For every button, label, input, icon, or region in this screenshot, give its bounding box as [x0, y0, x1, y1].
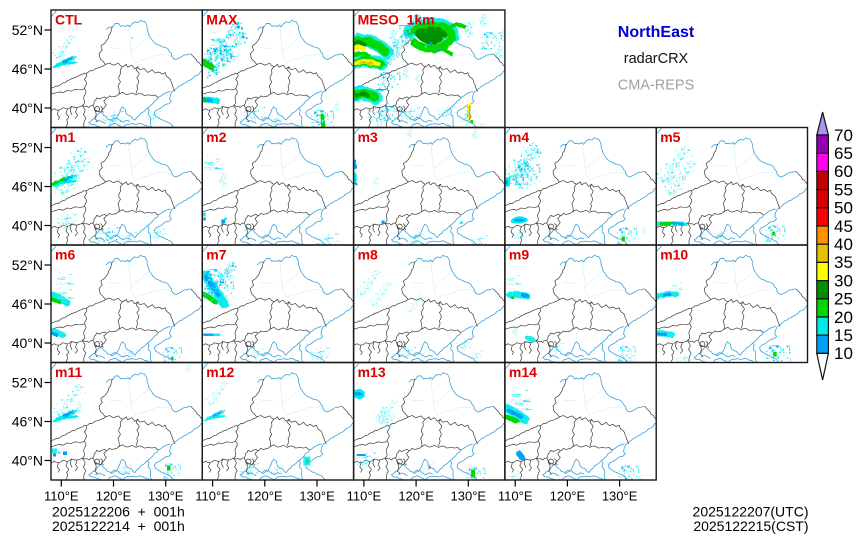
svg-text:52°N: 52°N [12, 257, 43, 273]
svg-text:2025122207(UTC): 2025122207(UTC) [693, 504, 809, 520]
svg-text:130°E: 130°E [148, 489, 184, 504]
svg-text:110°E: 110°E [44, 489, 79, 504]
svg-text:130°E: 130°E [602, 489, 638, 504]
svg-text:110°E: 110°E [195, 489, 230, 504]
svg-text:MESO_1km: MESO_1km [358, 12, 435, 28]
svg-text:70: 70 [834, 126, 853, 145]
svg-text:46°N: 46°N [12, 414, 43, 430]
svg-text:65: 65 [834, 144, 853, 163]
svg-text:m2: m2 [206, 129, 226, 145]
svg-text:CMA-REPS: CMA-REPS [618, 78, 695, 94]
svg-text:110°E: 110°E [347, 489, 382, 504]
svg-text:NorthEast: NorthEast [618, 24, 695, 41]
svg-text:45: 45 [834, 217, 853, 236]
svg-text:120°E: 120°E [398, 489, 434, 504]
svg-text:40°N: 40°N [12, 453, 43, 469]
svg-text:2025122206 + 001h: 2025122206 + 001h [52, 504, 185, 520]
svg-text:40: 40 [834, 235, 853, 254]
svg-text:130°E: 130°E [299, 489, 335, 504]
svg-text:110°E: 110°E [498, 489, 533, 504]
svg-text:m9: m9 [509, 247, 529, 263]
svg-text:120°E: 120°E [247, 489, 283, 504]
svg-text:15: 15 [834, 326, 853, 345]
svg-text:40°N: 40°N [12, 218, 43, 234]
svg-text:60: 60 [834, 162, 853, 181]
svg-text:m10: m10 [660, 247, 688, 263]
svg-text:25: 25 [834, 290, 853, 309]
svg-text:m4: m4 [509, 129, 529, 145]
svg-text:m6: m6 [55, 247, 75, 263]
svg-text:m8: m8 [358, 247, 378, 263]
svg-text:m14: m14 [509, 364, 537, 380]
svg-text:m5: m5 [660, 129, 680, 145]
svg-text:m11: m11 [55, 364, 82, 380]
svg-text:46°N: 46°N [12, 61, 43, 77]
svg-text:52°N: 52°N [12, 140, 43, 156]
svg-text:52°N: 52°N [12, 375, 43, 391]
svg-text:30: 30 [834, 271, 853, 290]
svg-text:55: 55 [834, 180, 853, 199]
svg-text:35: 35 [834, 253, 853, 272]
svg-text:m12: m12 [206, 364, 234, 380]
svg-text:40°N: 40°N [12, 335, 43, 351]
svg-text:10: 10 [834, 344, 853, 363]
svg-text:52°N: 52°N [12, 22, 43, 38]
svg-text:m3: m3 [358, 129, 378, 145]
svg-text:40°N: 40°N [12, 100, 43, 116]
svg-text:2025122215(CST): 2025122215(CST) [693, 518, 808, 534]
svg-text:120°E: 120°E [96, 489, 132, 504]
svg-text:50: 50 [834, 199, 853, 218]
svg-text:130°E: 130°E [451, 489, 487, 504]
svg-text:radarCRX: radarCRX [624, 51, 689, 67]
svg-text:m13: m13 [358, 364, 386, 380]
svg-text:m1: m1 [55, 129, 75, 145]
svg-text:2025122214 + 001h: 2025122214 + 001h [52, 518, 185, 534]
svg-text:CTL: CTL [55, 12, 83, 28]
svg-text:20: 20 [834, 308, 853, 327]
svg-text:m7: m7 [206, 247, 226, 263]
svg-text:46°N: 46°N [12, 179, 43, 195]
svg-text:46°N: 46°N [12, 296, 43, 312]
svg-text:MAX: MAX [206, 12, 238, 28]
svg-text:120°E: 120°E [550, 489, 586, 504]
